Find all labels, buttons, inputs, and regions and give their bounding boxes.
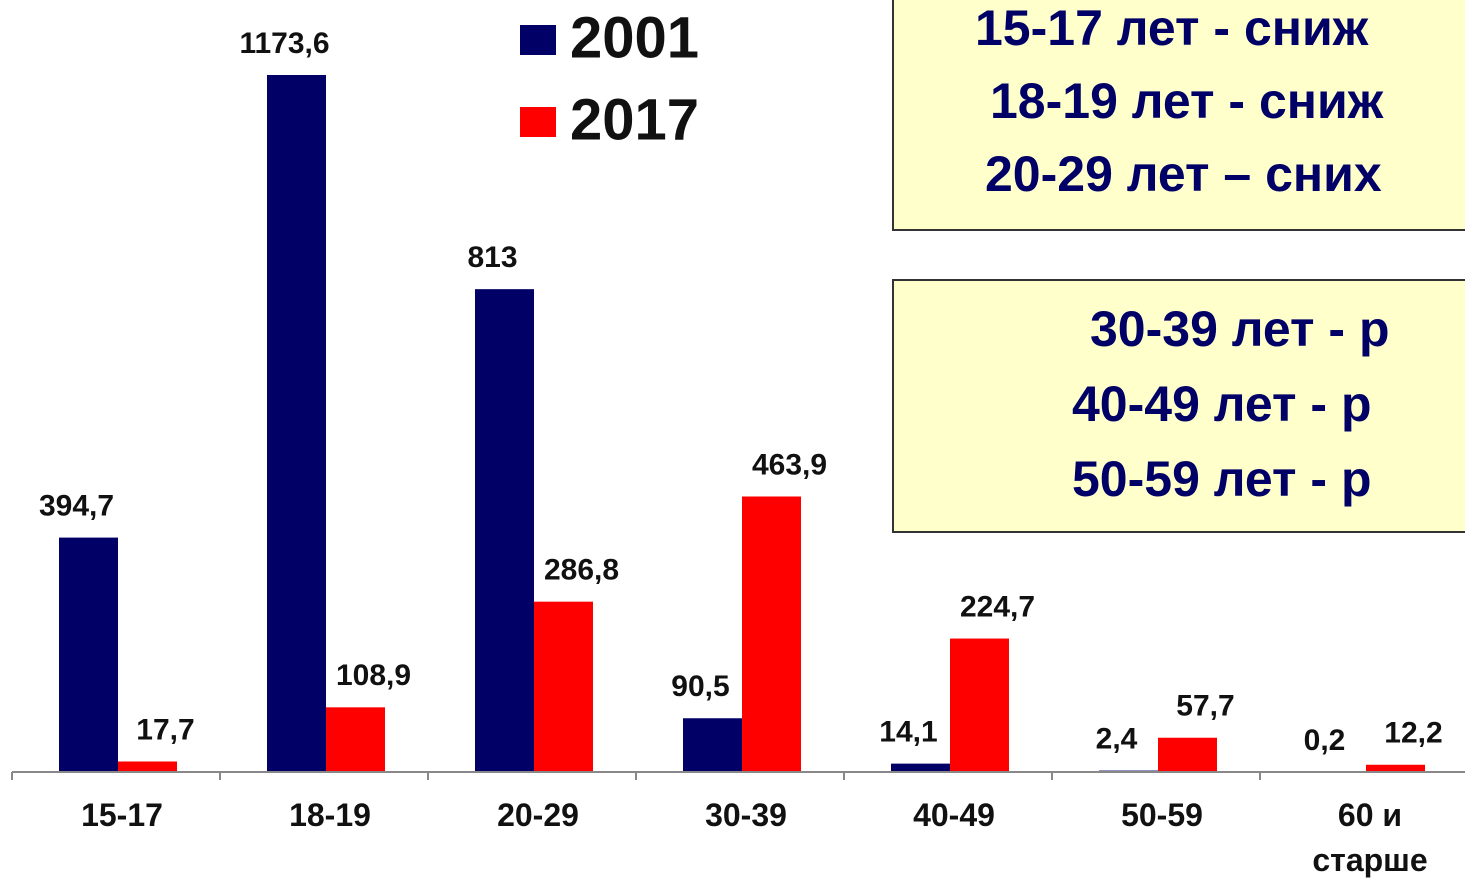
bar	[118, 761, 177, 772]
annotation-text: 30-39 лет - р	[1090, 301, 1390, 357]
data-label: 57,7	[1176, 690, 1234, 723]
bar	[950, 638, 1009, 772]
bar	[1366, 764, 1425, 772]
legend-label: 2001	[570, 5, 699, 70]
data-label: 14,1	[879, 716, 937, 749]
annotation-text: 18-19 лет - сниж	[990, 73, 1384, 129]
x-tick-label: 20-29	[497, 797, 579, 833]
legend-swatch	[520, 25, 556, 55]
data-label: 12,2	[1384, 717, 1442, 750]
x-tick-label: 50-59	[1121, 797, 1203, 833]
bar	[326, 707, 385, 772]
x-tick-label: 18-19	[289, 797, 371, 833]
data-label: 17,7	[136, 713, 194, 746]
bar	[683, 718, 742, 772]
legend-swatch	[520, 107, 556, 137]
bar	[59, 537, 118, 772]
data-label: 108,9	[336, 659, 411, 692]
x-tick-label: 15-17	[81, 797, 163, 833]
data-label: 224,7	[960, 590, 1035, 623]
annotation-text: 50-59 лет - р	[1072, 451, 1372, 507]
data-label: 286,8	[544, 554, 619, 587]
data-label: 463,9	[752, 448, 827, 481]
bar	[742, 496, 801, 772]
data-label: 90,5	[671, 670, 729, 703]
annotation-box	[892, 279, 1465, 533]
bar	[1158, 737, 1217, 772]
data-label: 813	[467, 241, 517, 274]
bar	[267, 75, 326, 772]
annotation-text: 15-17 лет - сниж	[975, 0, 1369, 56]
annotation-box	[892, 0, 1465, 231]
data-label: 1173,6	[239, 27, 329, 60]
x-tick-label: 40-49	[913, 797, 995, 833]
bar	[534, 601, 593, 772]
bar	[891, 763, 950, 772]
legend-label: 2017	[570, 87, 699, 152]
bar	[475, 289, 534, 772]
data-label: 394,7	[39, 490, 114, 523]
data-label: 2,4	[1096, 722, 1138, 755]
annotation-text: 20-29 лет – сних	[985, 146, 1382, 202]
data-label: 0,2	[1304, 724, 1346, 757]
annotation-text: 40-49 лет - р	[1072, 376, 1372, 432]
x-tick-label: 60 и старше	[1312, 797, 1428, 878]
x-tick-label: 30-39	[705, 797, 787, 833]
